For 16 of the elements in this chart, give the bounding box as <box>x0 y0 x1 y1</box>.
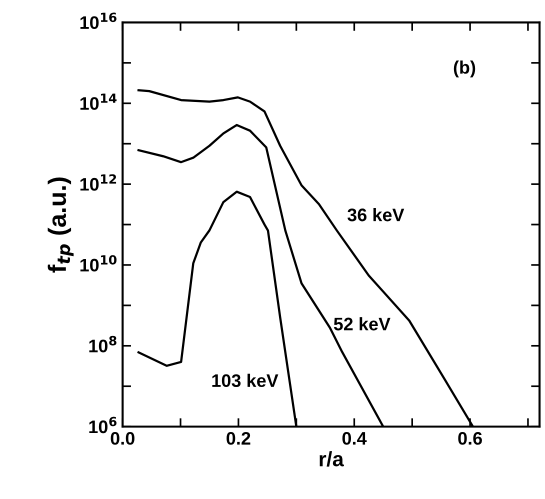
y-tick-label: 10$^{16}$ <box>80 12 116 30</box>
y-axis-title: f$_{tp}$ (a.u.) <box>48 177 74 273</box>
y-tick-label: 10$^{10}$ <box>80 255 117 272</box>
series-label: 52 keV <box>334 317 390 330</box>
y-tick-label: 10$^{12}$ <box>80 174 116 191</box>
y-tick-label: 10$^{8}$ <box>89 336 116 352</box>
x-axis-title: r/a <box>320 451 344 467</box>
annotation: (b) <box>454 60 476 78</box>
series-label: 103 keV <box>212 374 278 388</box>
y-tick-label: 10$^{14}$ <box>80 94 117 110</box>
x-tick-label: 0.2 <box>226 432 250 445</box>
x-tick-label: 0.4 <box>342 432 367 445</box>
x-tick-label: 0.0 <box>110 432 134 445</box>
series-label: 36 keV <box>348 208 404 222</box>
y-tick-label: 10$^{6}$ <box>89 416 117 434</box>
x-tick-label: 0.6 <box>458 432 482 445</box>
